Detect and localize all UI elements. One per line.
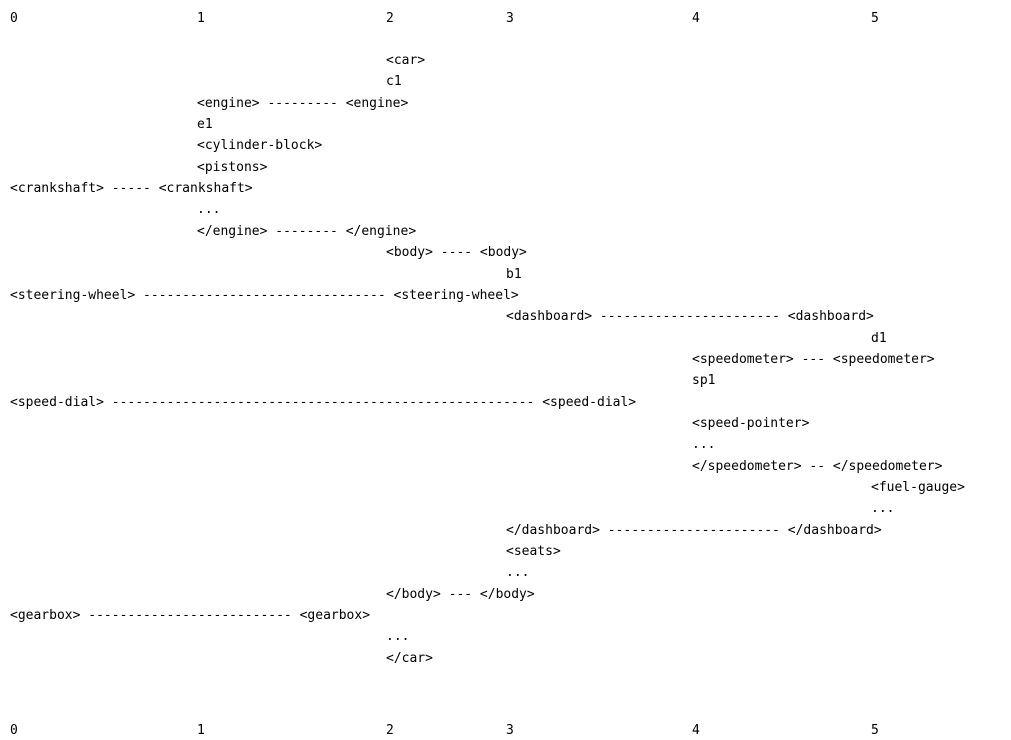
column-number-top: 2 <box>386 11 394 26</box>
diagram-line: <dashboard> ----------------------- <das… <box>506 309 874 324</box>
diagram-line: d1 <box>871 331 887 346</box>
diagram-line: </engine> -------- </engine> <box>197 224 417 239</box>
diagram-line: <crankshaft> ----- <crankshaft> <box>10 181 253 196</box>
diagram-line: <seats> <box>506 544 561 559</box>
column-number-bottom: 5 <box>871 723 879 738</box>
diagram-line: </body> --- </body> <box>386 587 535 602</box>
column-number-bottom: 4 <box>692 723 700 738</box>
column-number-bottom: 0 <box>10 723 18 738</box>
diagram-line: <car> <box>386 53 426 68</box>
column-number-top: 1 <box>197 11 205 26</box>
column-number-bottom: 3 <box>506 723 514 738</box>
diagram-line: e1 <box>197 117 213 132</box>
diagram-line: <speedometer> --- <speedometer> <box>692 352 935 367</box>
diagram-line: c1 <box>386 74 402 89</box>
column-number-top: 3 <box>506 11 514 26</box>
diagram-line: </speedometer> -- </speedometer> <box>692 459 943 474</box>
diagram-line: <fuel-gauge> <box>871 480 965 495</box>
diagram-line: <gearbox> -------------------------- <ge… <box>10 608 371 623</box>
diagram-line: ... <box>386 629 410 644</box>
column-number-top: 0 <box>10 11 18 26</box>
diagram-line: ... <box>692 437 716 452</box>
diagram-line: <engine> --------- <engine> <box>197 96 409 111</box>
diagram-line: </car> <box>386 651 433 666</box>
diagram-line: ... <box>197 202 221 217</box>
diagram-line: b1 <box>506 267 522 282</box>
diagram-line: <pistons> <box>197 160 268 175</box>
column-number-top: 4 <box>692 11 700 26</box>
diagram-line: <cylinder-block> <box>197 138 323 153</box>
column-number-top: 5 <box>871 11 879 26</box>
diagram-line: <steering-wheel> -----------------------… <box>10 288 519 303</box>
column-number-bottom: 1 <box>197 723 205 738</box>
diagram-line: ... <box>506 565 530 580</box>
diagram-line: </dashboard> ---------------------- </da… <box>506 523 882 538</box>
column-number-bottom: 2 <box>386 723 394 738</box>
diagram-line: <speed-pointer> <box>692 416 810 431</box>
diagram-line: ... <box>871 501 895 516</box>
diagram-line: <speed-dial> ---------------------------… <box>10 395 637 410</box>
diagram-line: <body> ---- <body> <box>386 245 527 260</box>
diagram-line: sp1 <box>692 373 716 388</box>
